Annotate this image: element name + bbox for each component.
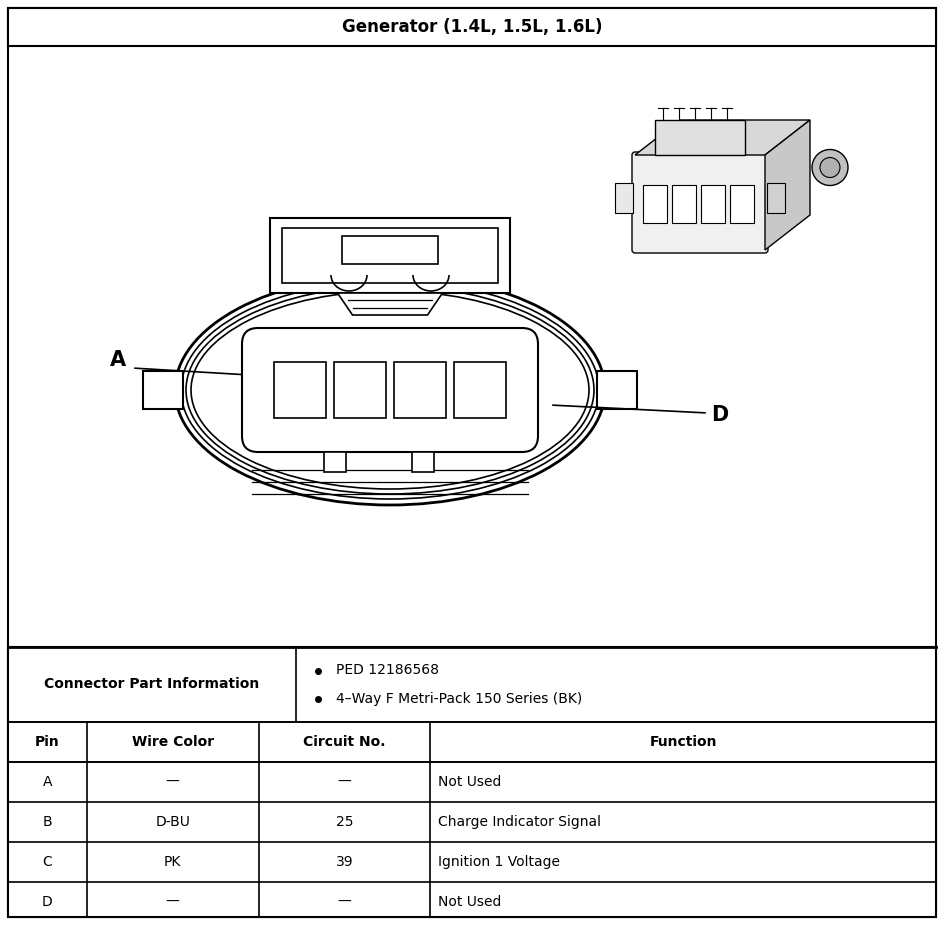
Text: 39: 39 (335, 855, 353, 869)
Text: —: — (166, 775, 179, 789)
Bar (597, 371, 637, 409)
Bar (643, 185, 667, 223)
Text: Not Used: Not Used (438, 775, 501, 789)
Bar (655, 120, 745, 155)
Bar (730, 185, 754, 223)
Text: —: — (166, 895, 179, 909)
Text: Wire Color: Wire Color (131, 735, 213, 749)
Circle shape (812, 150, 848, 186)
Text: A: A (42, 775, 52, 789)
Bar (767, 183, 785, 213)
Polygon shape (765, 120, 810, 250)
Text: D-BU: D-BU (155, 815, 190, 829)
Text: Ignition 1 Voltage: Ignition 1 Voltage (438, 855, 560, 869)
Ellipse shape (181, 281, 599, 499)
Bar (342, 236, 438, 264)
FancyBboxPatch shape (242, 328, 538, 452)
FancyBboxPatch shape (632, 152, 768, 253)
Text: Not Used: Not Used (438, 895, 501, 909)
Bar (143, 371, 183, 409)
Text: B: B (42, 815, 52, 829)
Polygon shape (635, 120, 810, 155)
Bar (8, 8, 936, 46)
Text: PK: PK (164, 855, 181, 869)
Bar (672, 185, 696, 223)
Text: D: D (712, 405, 729, 425)
Bar (412, 452, 434, 472)
Bar (282, 228, 498, 283)
Ellipse shape (175, 275, 605, 505)
Ellipse shape (186, 286, 594, 494)
Circle shape (820, 157, 840, 178)
Bar (701, 185, 725, 223)
Bar (454, 362, 506, 418)
Text: —: — (338, 895, 351, 909)
Text: Charge Indicator Signal: Charge Indicator Signal (438, 815, 601, 829)
Bar (8, 647, 936, 917)
Ellipse shape (191, 291, 589, 489)
Text: Generator (1.4L, 1.5L, 1.6L): Generator (1.4L, 1.5L, 1.6L) (342, 18, 602, 36)
Text: D: D (42, 895, 53, 909)
Bar (270, 218, 510, 293)
Bar (324, 452, 346, 472)
Text: Function: Function (649, 735, 716, 749)
Polygon shape (338, 293, 443, 315)
Bar (274, 362, 326, 418)
Text: 4–Way F Metri-Pack 150 Series (BK): 4–Way F Metri-Pack 150 Series (BK) (336, 692, 582, 706)
Text: Connector Part Information: Connector Part Information (44, 677, 260, 692)
Text: A: A (110, 350, 126, 370)
Bar (394, 362, 446, 418)
Bar (334, 362, 386, 418)
Bar (615, 183, 633, 213)
Text: Circuit No.: Circuit No. (303, 735, 386, 749)
Text: C: C (42, 855, 52, 869)
Text: PED 12186568: PED 12186568 (336, 663, 439, 677)
Text: 25: 25 (336, 815, 353, 829)
Text: —: — (338, 775, 351, 789)
Text: Pin: Pin (35, 735, 59, 749)
